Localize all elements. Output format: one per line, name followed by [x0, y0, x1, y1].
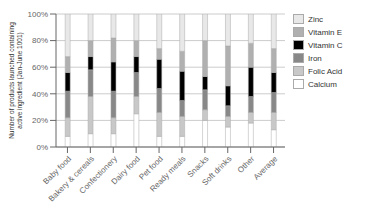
- html-text:Iron: Iron: [308, 53, 322, 63]
- svg-text:0%: 0%: [36, 143, 48, 152]
- svg-text:Ready meals: Ready meals: [148, 154, 187, 193]
- svg-text:100%: 100%: [28, 10, 48, 19]
- svg-text:Pet food: Pet food: [137, 154, 165, 182]
- html-text:Vitamin C: Vitamin C: [308, 40, 343, 50]
- svg-text:Soft drinks: Soft drinks: [200, 154, 233, 187]
- svg-text:80%: 80%: [32, 36, 48, 45]
- svg-text:Other: Other: [236, 154, 257, 175]
- svg-text:Dairy food: Dairy food: [110, 154, 142, 186]
- svg-text:Snacks: Snacks: [185, 154, 211, 180]
- svg-text:Baby food: Baby food: [41, 154, 74, 187]
- html-text:Zinc: Zinc: [308, 14, 324, 24]
- svg-text:active ingredient (Jan-June 10: active ingredient (Jan-June 1001): [16, 32, 24, 128]
- html-text:Vitamin E: Vitamin E: [308, 27, 343, 37]
- svg-text:Number of products launched co: Number of products launched containing: [8, 22, 16, 139]
- html-text:Calcium: Calcium: [308, 79, 337, 89]
- svg-text:60%: 60%: [32, 63, 48, 72]
- html-text:Folic Acid: Folic Acid: [308, 66, 343, 76]
- svg-text:Confectionery: Confectionery: [78, 154, 119, 195]
- svg-text:Average: Average: [252, 154, 280, 182]
- svg-text:Bakery & cereals: Bakery & cereals: [46, 154, 96, 204]
- svg-text:20%: 20%: [32, 116, 48, 125]
- svg-text:40%: 40%: [32, 90, 48, 99]
